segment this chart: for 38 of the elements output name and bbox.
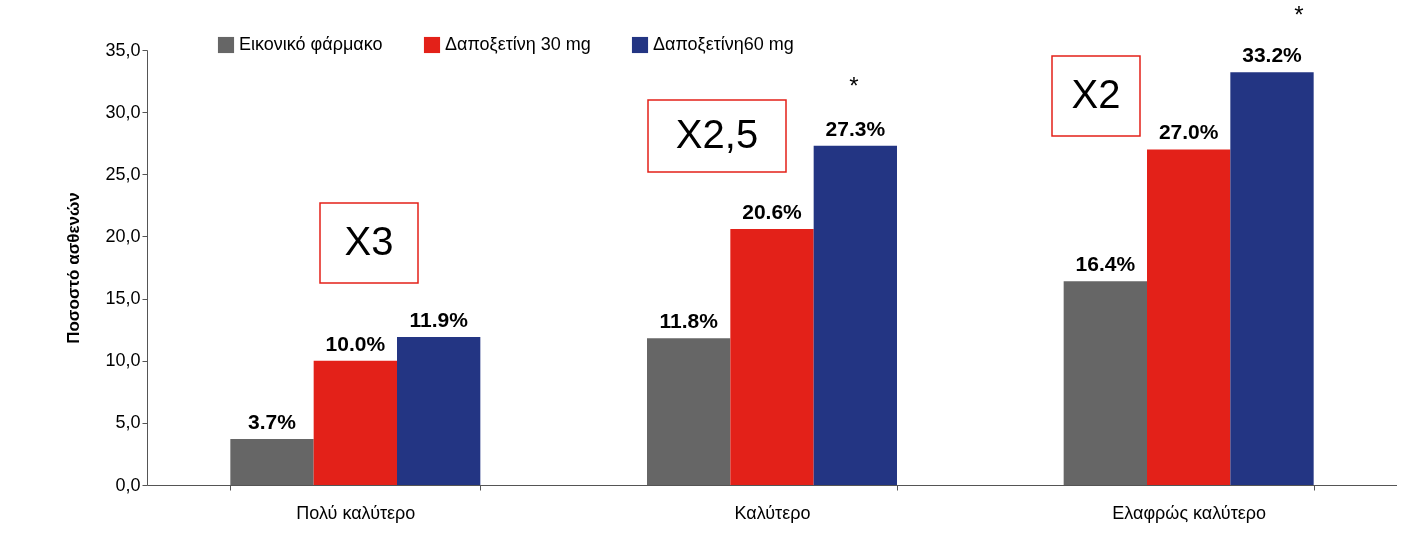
bar bbox=[647, 338, 731, 485]
y-tick-label: 0,0 bbox=[115, 474, 141, 495]
data-label: 11.9% bbox=[409, 308, 469, 332]
bar bbox=[397, 337, 481, 485]
bar bbox=[813, 145, 897, 485]
legend-label: Δαποξετίνη60 mg bbox=[653, 34, 794, 54]
y-axis-title: Ποσοστό ασθενών bbox=[64, 192, 84, 344]
annotation: * bbox=[849, 72, 859, 99]
data-label: 33.2% bbox=[1242, 43, 1303, 67]
legend-label: Δαποξετίνη 30 mg bbox=[445, 34, 591, 54]
y-tick-label: 25,0 bbox=[105, 163, 141, 184]
y-tick-label: 20,0 bbox=[105, 225, 141, 246]
data-label: 11.8% bbox=[659, 309, 719, 333]
legend-label: Εικονικό φάρμακο bbox=[239, 34, 383, 54]
data-label: 20.6% bbox=[742, 199, 803, 223]
x-tick-label: Καλύτερο bbox=[734, 502, 811, 523]
y-tick-label: 15,0 bbox=[105, 288, 141, 309]
y-tick-label: 30,0 bbox=[105, 101, 141, 122]
bar bbox=[1147, 149, 1231, 485]
annotation: X2 bbox=[1071, 72, 1121, 116]
bar bbox=[1063, 281, 1147, 485]
data-label: 3.7% bbox=[248, 410, 297, 434]
data-label: 10.0% bbox=[325, 331, 386, 355]
data-label: 16.4% bbox=[1075, 252, 1136, 276]
bar bbox=[730, 228, 814, 485]
annotation: X3 bbox=[344, 219, 394, 263]
data-label: 27.0% bbox=[1158, 120, 1219, 144]
y-tick-label: 10,0 bbox=[105, 350, 141, 371]
bar bbox=[230, 439, 314, 485]
y-tick-label: 5,0 bbox=[115, 412, 141, 433]
bar bbox=[313, 360, 397, 485]
bar bbox=[1230, 72, 1314, 485]
text: * bbox=[1294, 1, 1304, 28]
x-tick-label: Ελαφρώς καλύτερο bbox=[1112, 502, 1267, 523]
data-label: 27.3% bbox=[825, 116, 886, 140]
x-tick-label: Πολύ καλύτερο bbox=[296, 502, 416, 523]
y-tick-label: 35,0 bbox=[105, 39, 141, 60]
annotation: X2,5 bbox=[675, 112, 759, 156]
